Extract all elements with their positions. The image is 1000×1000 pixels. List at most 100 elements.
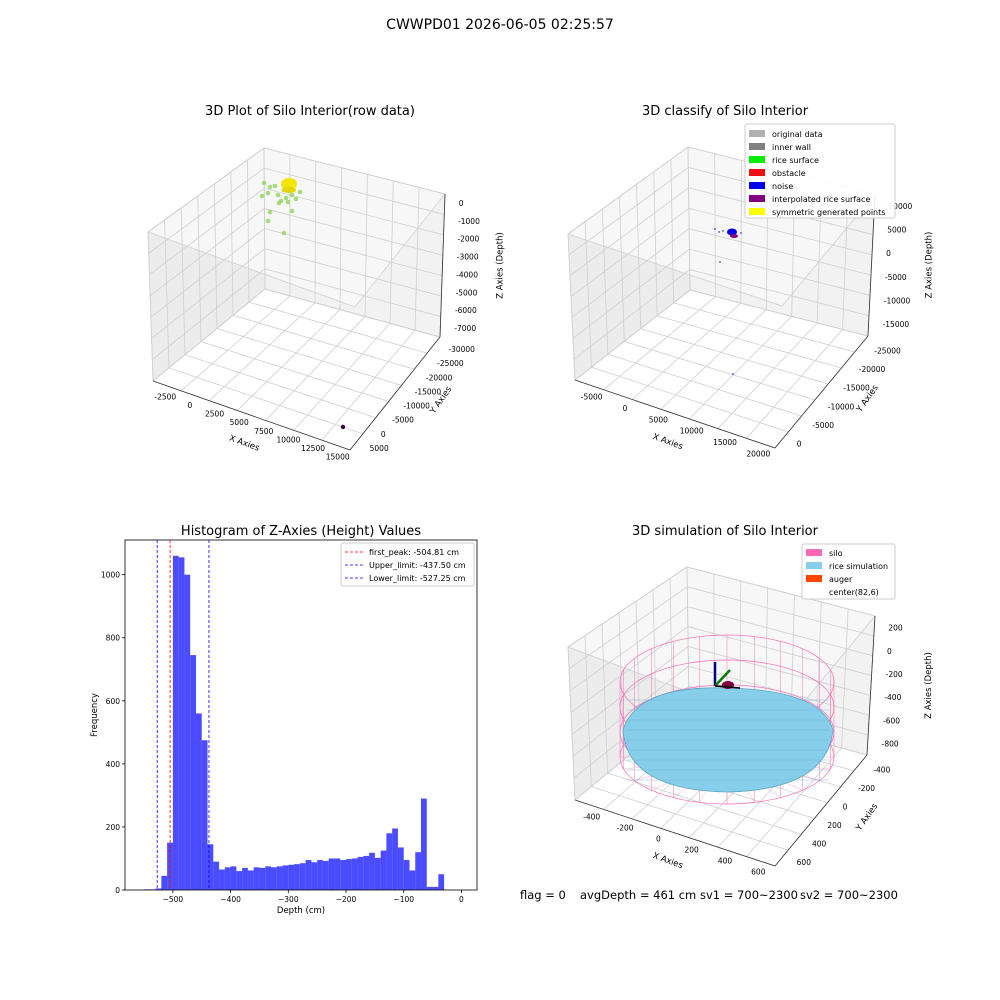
hist-bar bbox=[369, 852, 375, 890]
hist-bar bbox=[288, 864, 295, 890]
p4-grid-line bbox=[584, 635, 592, 787]
p2-x-tick-label: 15000 bbox=[713, 438, 737, 447]
p1-grid-line bbox=[247, 159, 250, 303]
p2-y-tick-label: -25000 bbox=[874, 346, 901, 355]
p1-grid-line bbox=[147, 231, 154, 382]
p2-grid-line bbox=[687, 146, 691, 291]
p2-grid-line bbox=[740, 160, 742, 304]
hist-bar bbox=[270, 867, 277, 890]
hist-y-tick-label: 600 bbox=[106, 697, 121, 706]
p4-x-tick-label: 600 bbox=[751, 868, 766, 877]
p4-legend-label: silo bbox=[829, 549, 843, 558]
p1-grid-line bbox=[314, 161, 317, 303]
p2-legend-label: obstacle bbox=[772, 169, 806, 178]
p1-y-tick-label: -20000 bbox=[426, 373, 453, 382]
p2-legend-label: noise bbox=[772, 182, 793, 191]
hist-bar bbox=[357, 856, 364, 890]
hist-y-axis-label: Frequency bbox=[90, 693, 100, 737]
p1-grid-line bbox=[265, 316, 366, 421]
p1-grid-line bbox=[213, 183, 218, 329]
p2-y-tick-label: -15000 bbox=[843, 384, 870, 393]
p1-z-tick-label: -1000 bbox=[458, 217, 480, 226]
p1-rice-point bbox=[267, 209, 273, 215]
p4-z-axis-label: Z Axies (Depth) bbox=[924, 652, 934, 719]
hist-bar bbox=[311, 862, 318, 890]
p1-x-tick-label: -2500 bbox=[154, 392, 176, 401]
p2-x-tick-label: 10000 bbox=[680, 427, 704, 436]
hist-bar bbox=[363, 855, 370, 890]
hist-bar bbox=[392, 828, 398, 890]
p1-grid-line bbox=[152, 288, 266, 382]
p1-z-tick-label: -6000 bbox=[455, 306, 477, 315]
p4-legend-swatch bbox=[806, 549, 822, 556]
hist-y-tick-label: 800 bbox=[106, 634, 121, 643]
p2-y-tick-label: -20000 bbox=[859, 365, 886, 374]
p4-axis-marker bbox=[714, 669, 731, 687]
p2-grid-line bbox=[746, 329, 843, 439]
p2-interpolated-cluster bbox=[730, 234, 738, 238]
p2-legend-label: inner wall bbox=[772, 143, 811, 152]
p4-legend-swatch bbox=[806, 575, 822, 582]
p1-grid-line bbox=[197, 195, 202, 342]
p1-grid-line bbox=[248, 301, 428, 354]
hist-bar bbox=[230, 866, 237, 890]
p1-x-tick-label: 0 bbox=[188, 401, 193, 410]
p1-grid-line bbox=[180, 295, 291, 392]
p2-legend-swatch bbox=[749, 156, 765, 163]
p4-z-tick-label: -600 bbox=[883, 716, 900, 725]
status-line: flag = 0 avgDepth = 461 cm sv1 = 700~230… bbox=[0, 888, 1000, 908]
p2-noise-point bbox=[722, 230, 724, 232]
p2-z-tick-label: -5000 bbox=[885, 273, 907, 282]
hist-bar bbox=[161, 875, 168, 890]
p4-y-tick-label: 600 bbox=[797, 858, 812, 867]
p4-grid-line bbox=[607, 772, 802, 835]
p2-y-tick-label: 0 bbox=[797, 440, 802, 449]
status-avg-depth: avgDepth = 461 cm bbox=[580, 888, 697, 902]
p1-grid-line bbox=[168, 367, 363, 435]
hist-bar bbox=[224, 867, 231, 890]
p4-grid-line bbox=[591, 786, 789, 851]
p2-grid-line bbox=[714, 153, 716, 297]
p2-z-axis-label: Z Axies (Depth) bbox=[925, 232, 935, 299]
p1-y-tick-label: -15000 bbox=[415, 387, 442, 396]
p4-legend-box bbox=[801, 543, 896, 600]
p2-grid-line bbox=[607, 353, 802, 417]
p2-legend-label: original data bbox=[772, 130, 823, 139]
hist-bar bbox=[253, 867, 260, 890]
p1-grid-line bbox=[232, 314, 415, 370]
p1-z-axis-label: Z Axies (Depth) bbox=[496, 232, 506, 299]
figure-title: CWWPD01 2026-06-05 02:25:57 bbox=[386, 17, 614, 33]
hist-bar bbox=[386, 833, 393, 890]
p2-noise-point bbox=[732, 373, 734, 375]
p4-x-tick-label: 200 bbox=[685, 846, 700, 855]
p1-x-tick-label: 5000 bbox=[230, 418, 249, 427]
hist-bar bbox=[178, 557, 185, 890]
p1-x-axis bbox=[152, 380, 351, 451]
hist-bar bbox=[155, 888, 162, 890]
hist-y-tick-label: 0 bbox=[115, 886, 120, 895]
p1-grid-line bbox=[184, 354, 376, 419]
hist-bar bbox=[299, 863, 306, 890]
p2-legend-swatch bbox=[749, 195, 765, 202]
p1-x-tick-label: 15000 bbox=[326, 453, 350, 462]
hist-x-tick-label: −300 bbox=[278, 895, 299, 904]
p1-z-tick-label: -7000 bbox=[454, 324, 476, 333]
p1-y-tick-label: 0 bbox=[381, 430, 386, 439]
p2-legend-box bbox=[744, 123, 896, 219]
p1-x-tick-label: 10000 bbox=[277, 435, 301, 444]
p1-x-tick-label: 7500 bbox=[254, 427, 273, 436]
p1-rice-point bbox=[276, 200, 282, 206]
p4-x-tick-label: -200 bbox=[616, 824, 633, 833]
hist-bar bbox=[426, 886, 433, 890]
p2-y-tick-label: -10000 bbox=[828, 402, 855, 411]
p2-noise-cluster bbox=[727, 228, 737, 236]
hist-x-tick-label: −500 bbox=[163, 895, 184, 904]
p1-rice-point bbox=[265, 190, 271, 196]
p4-grid-line bbox=[601, 624, 608, 774]
hist-bar bbox=[317, 860, 323, 890]
p1-rice-point bbox=[267, 184, 273, 190]
hist-bar bbox=[207, 844, 214, 890]
p2-x-axis bbox=[574, 379, 776, 449]
p2-legend-swatch bbox=[749, 182, 765, 189]
